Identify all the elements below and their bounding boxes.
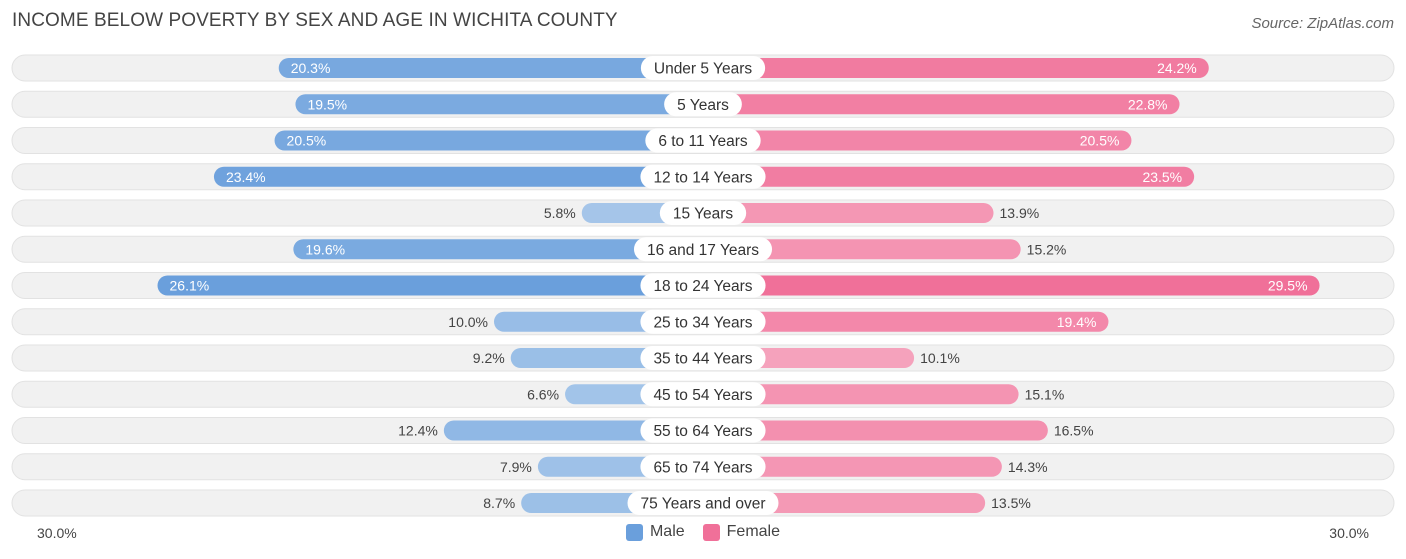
female-value-label: 15.1% xyxy=(1025,386,1065,402)
male-value-label: 6.6% xyxy=(527,386,559,402)
male-bar xyxy=(213,166,703,187)
female-bar xyxy=(703,456,1002,477)
category-pill xyxy=(659,201,747,225)
category-pill xyxy=(633,237,773,262)
male-value-label: 20.5% xyxy=(287,133,327,149)
female-bar xyxy=(703,203,994,223)
male-value-label: 23.4% xyxy=(226,169,266,185)
category-pill xyxy=(645,128,761,153)
male-value-label: 5.8% xyxy=(544,205,576,221)
legend-male-label: Male xyxy=(649,523,685,540)
category-label: Under 5 Years xyxy=(654,61,752,78)
male-swatch-icon xyxy=(625,523,643,541)
male-bar xyxy=(278,58,703,78)
male-value-label: 7.9% xyxy=(500,459,532,475)
category-pill xyxy=(640,273,766,298)
female-bar xyxy=(703,94,1180,115)
chart-title: INCOME BELOW POVERTY BY SEX AND AGE IN W… xyxy=(12,10,618,31)
category-label: 35 to 44 Years xyxy=(653,351,752,368)
legend-item-male: Male xyxy=(625,523,685,541)
female-bar xyxy=(703,420,1048,441)
male-bar xyxy=(293,239,703,260)
category-label: 6 to 11 Years xyxy=(658,133,748,150)
male-value-label: 19.5% xyxy=(307,96,347,112)
male-value-label: 8.7% xyxy=(483,495,515,511)
category-label: 75 Years and over xyxy=(641,496,766,513)
female-value-label: 19.4% xyxy=(1057,314,1097,330)
female-value-label: 13.9% xyxy=(1000,205,1040,221)
category-label: 55 to 64 Years xyxy=(653,423,752,440)
category-pill xyxy=(664,92,742,117)
male-bar xyxy=(157,275,703,296)
category-label: 15 Years xyxy=(673,206,734,223)
legend: Male Female xyxy=(0,523,1406,541)
male-value-label: 26.1% xyxy=(170,278,210,294)
male-value-label: 19.6% xyxy=(305,241,345,257)
female-value-label: 29.5% xyxy=(1268,278,1308,294)
male-bar xyxy=(443,420,703,441)
category-pill xyxy=(640,454,766,479)
male-bar xyxy=(295,94,703,115)
axis-left-label: 30.0% xyxy=(37,525,77,541)
female-bar xyxy=(703,130,1132,151)
female-value-label: 15.2% xyxy=(1027,241,1067,257)
category-pill xyxy=(640,309,766,334)
female-bar xyxy=(703,58,1209,78)
female-bar xyxy=(703,239,1021,260)
legend-item-female: Female xyxy=(702,523,781,541)
male-bar xyxy=(274,130,703,151)
male-value-label: 9.2% xyxy=(473,350,505,366)
category-label: 65 to 74 Years xyxy=(653,459,752,476)
category-label: 16 and 17 Years xyxy=(647,242,759,259)
category-pill xyxy=(640,164,766,189)
female-bar xyxy=(703,275,1320,296)
female-value-label: 10.1% xyxy=(920,350,960,366)
female-value-label: 14.3% xyxy=(1008,459,1048,475)
category-label: 18 to 24 Years xyxy=(653,278,752,295)
female-bar xyxy=(703,166,1195,187)
female-value-label: 13.5% xyxy=(991,495,1031,511)
legend-female-label: Female xyxy=(726,523,781,540)
category-label: 5 Years xyxy=(677,97,729,114)
chart-area: 20.3% 24.2% Under 5 Years 19.5% 22.8% 5 Years… xyxy=(11,54,1395,517)
female-value-label: 24.2% xyxy=(1157,60,1197,76)
male-value-label: 10.0% xyxy=(448,314,488,330)
female-bar xyxy=(703,311,1109,332)
category-pill xyxy=(627,491,779,515)
category-pill xyxy=(640,418,766,443)
category-label: 45 to 54 Years xyxy=(653,387,752,404)
female-swatch-icon xyxy=(702,523,720,541)
axis-right-label: 30.0% xyxy=(1329,525,1369,541)
category-pill xyxy=(640,56,766,80)
female-bar xyxy=(703,384,1019,405)
category-label: 25 to 34 Years xyxy=(653,314,752,331)
category-pill xyxy=(640,346,766,370)
source-label: Source: ZipAtlas.com xyxy=(1251,15,1394,32)
category-label: 12 to 14 Years xyxy=(653,169,752,186)
female-value-label: 22.8% xyxy=(1128,96,1168,112)
female-value-label: 20.5% xyxy=(1080,133,1120,149)
female-value-label: 23.5% xyxy=(1142,169,1182,185)
female-value-label: 16.5% xyxy=(1054,423,1094,439)
male-value-label: 12.4% xyxy=(398,423,438,439)
male-value-label: 20.3% xyxy=(291,60,331,76)
category-pill xyxy=(640,382,766,407)
